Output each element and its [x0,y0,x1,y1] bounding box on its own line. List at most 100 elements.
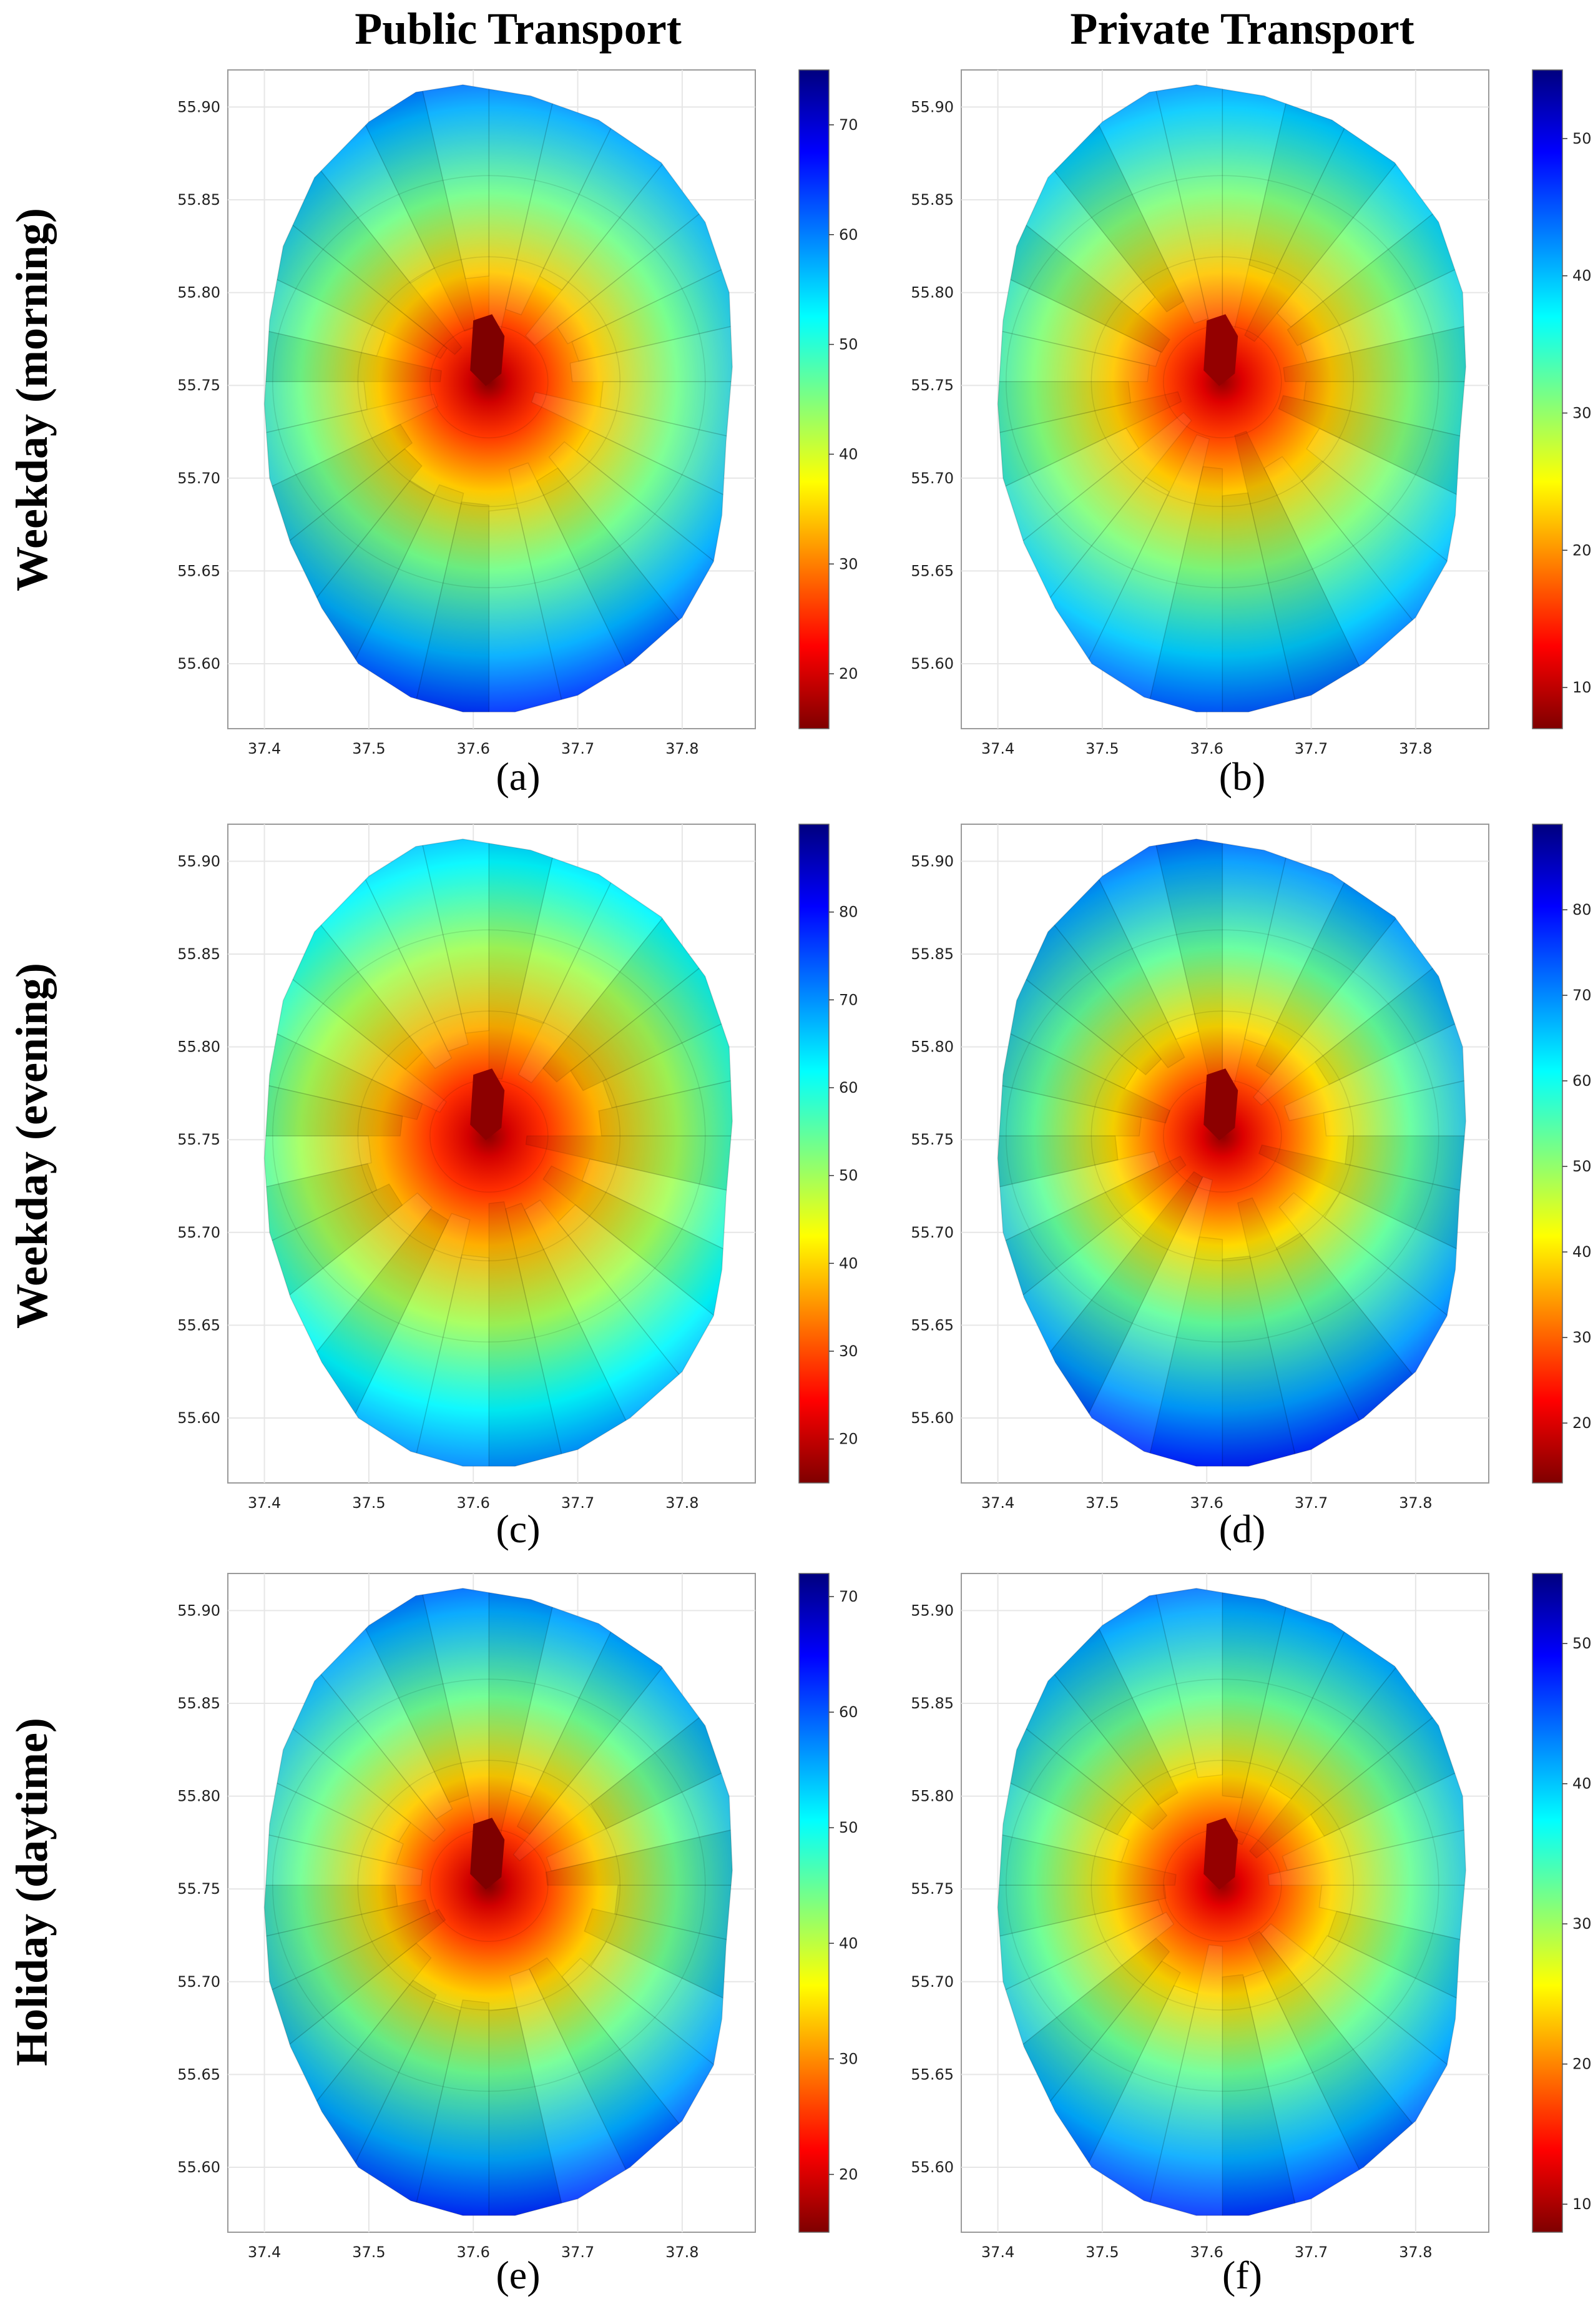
y-tick-label: 55.90 [911,852,954,870]
district-sector [264,1183,403,1409]
district-sector [997,862,1139,1090]
y-tick-label: 55.85 [177,1695,220,1712]
district-ring [272,1678,706,2092]
district-sector [598,1038,733,1137]
district-sector [581,1158,733,1327]
district-ring [1006,1678,1439,2092]
district-ring [1091,1010,1355,1262]
y-tick-label: 55.70 [911,470,954,487]
y-tick-label: 55.90 [177,852,220,870]
district-sector [997,283,1150,383]
district-sector [264,1163,378,1327]
center-district [1203,1818,1238,1890]
y-tick-label: 55.90 [911,98,954,116]
value-surface [264,84,733,712]
district-sector [590,1941,733,2159]
district-sector [1283,283,1466,383]
colorbar-tick-label: 30 [1572,1915,1592,1933]
x-tick-label: 37.6 [456,2243,489,2261]
y-tick-label: 55.80 [911,1788,954,1805]
district-sector [1318,1884,1466,1983]
district-sector [1124,466,1223,712]
district-sector [997,1884,1167,1983]
district-ring [357,1760,621,2011]
district-sector [997,381,1132,480]
panel-d: 37.4 37.5 37.6 37.7 37.8 55.60 55.65 55.70 55.75… [911,824,1592,1551]
x-tick-label: 37.8 [1399,740,1432,757]
y-tick-label: 55.90 [911,1602,954,1619]
district-sector [1234,430,1413,712]
y-tick-label: 55.65 [911,1316,954,1334]
district-sector [391,1254,490,1467]
y-tick-label: 55.60 [911,655,954,672]
district-sector [264,381,368,480]
district-sector [1124,1944,1223,2216]
x-tick-label: 37.4 [248,740,281,757]
colorbar-tick-label: 80 [1572,901,1592,918]
y-tick-label: 55.60 [177,2159,220,2176]
district-ring [357,256,621,508]
colorbar-tick-label: 70 [1572,987,1592,1004]
colorbar [798,824,830,1484]
y-tick-label: 55.75 [177,1131,220,1148]
y-tick-label: 55.90 [177,98,220,116]
colorbar-tick-label: 40 [1572,1243,1592,1261]
x-tick-label: 37.8 [1399,1494,1432,1512]
value-surface [264,1588,733,2216]
colorbar-tick-label: 70 [839,1588,858,1605]
center-district [470,1818,505,1890]
colorbar-tick-label: 30 [839,2050,858,2067]
colorbar-tick-label: 40 [1572,1775,1592,1793]
y-tick-label: 55.70 [177,1224,220,1241]
district-sector [264,393,439,573]
district-sector [1222,1588,1320,1799]
y-tick-label: 55.85 [911,191,954,209]
city-boundary [263,1588,733,2217]
y-tick-label: 55.65 [177,1316,220,1334]
district-ring [272,929,706,1343]
column-title-public-transport: Public Transport [355,4,681,54]
x-tick-label: 37.4 [248,1494,281,1512]
value-surface [264,839,733,1467]
x-tick-label: 37.4 [981,2243,1014,2261]
panel-label: (e) [496,2253,540,2297]
city-boundary [263,839,733,1467]
colorbar-tick-label: 60 [1572,1072,1592,1090]
row-title-holiday-daytime: Holiday (daytime) [7,1718,57,2066]
row-title-weekday-evening: Weekday (evening) [7,963,57,1329]
district-sector [391,84,490,280]
colorbar-tick-label: 20 [1572,541,1592,559]
x-tick-label: 37.6 [456,1494,489,1512]
district-sector [264,283,442,383]
y-tick-label: 55.85 [911,945,954,963]
center-district [1203,314,1238,387]
district-sector [264,1787,423,1886]
district-sector [1222,1974,1320,2216]
colorbar-tick-label: 80 [839,904,858,921]
district-sector [264,1695,404,1865]
district-sector [997,1038,1142,1137]
y-tick-label: 55.75 [911,1880,954,1898]
y-tick-label: 55.75 [911,377,954,394]
district-sector [1323,1192,1466,1409]
city-boundary [997,1588,1466,2217]
y-tick-label: 55.70 [911,1973,954,1991]
panel-a: 37.4 37.5 37.6 37.7 37.8 55.60 55.65 55.70 55.75… [177,69,858,799]
colorbar-tick-label: 10 [1572,2195,1592,2213]
column-title-private-transport: Private Transport [1070,4,1414,54]
district-ring [1006,175,1439,589]
panel-label: (f) [1222,2253,1262,2297]
y-tick-label: 55.70 [911,1224,954,1241]
x-tick-label: 37.7 [561,1494,594,1512]
colorbar-tick-label: 60 [839,1079,858,1096]
y-tick-label: 55.60 [911,2159,954,2176]
district-sector [264,1135,372,1234]
colorbar-tick-label: 10 [1572,679,1592,696]
y-tick-label: 55.65 [177,562,220,579]
district-sector [590,1612,733,1829]
y-tick-label: 55.85 [911,1695,954,1712]
district-sector [1232,1588,1413,1846]
y-tick-label: 55.65 [177,2066,220,2083]
district-ring [357,1010,621,1262]
colorbar-tick-label: 70 [839,116,858,134]
